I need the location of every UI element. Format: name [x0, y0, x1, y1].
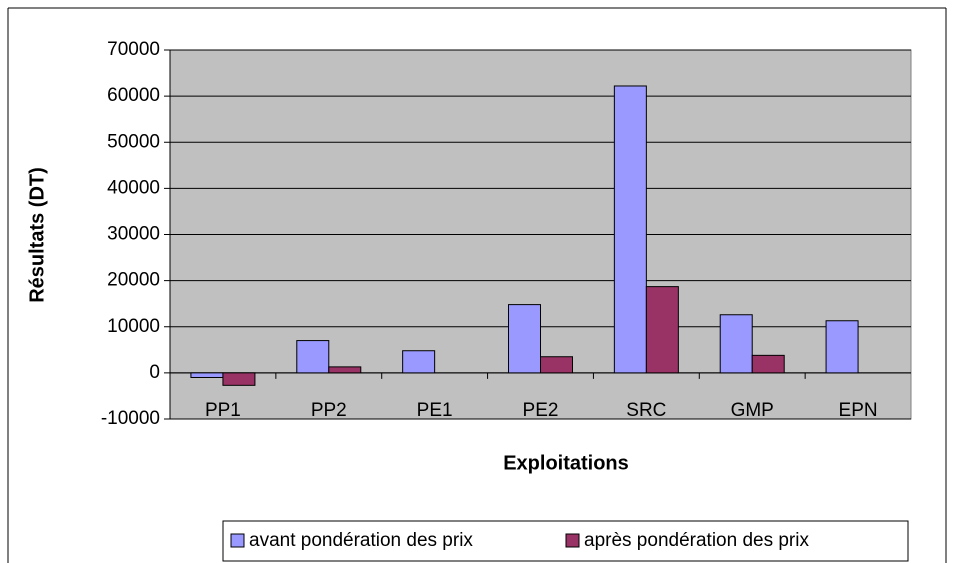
y-tick-label: 60000 — [107, 85, 160, 106]
x-tick-label: EPN — [839, 400, 878, 421]
legend-swatch — [230, 533, 245, 548]
y-tick-label: 50000 — [107, 131, 160, 152]
y-tick-label: 70000 — [107, 39, 160, 60]
bar — [613, 85, 647, 374]
bar — [645, 286, 679, 374]
bar — [825, 320, 859, 374]
x-tick-label: SRC — [626, 400, 666, 421]
bar — [222, 372, 256, 386]
bar — [402, 350, 436, 374]
y-tick-label: 40000 — [107, 177, 160, 198]
x-tick-label: GMP — [731, 400, 774, 421]
x-tick-label: PP1 — [205, 400, 241, 421]
x-tick-label: PE2 — [523, 400, 559, 421]
x-tick-label: PP2 — [311, 400, 347, 421]
bar — [328, 366, 362, 374]
y-tick-label: 0 — [149, 362, 160, 383]
bar — [540, 356, 573, 374]
bar — [296, 340, 330, 374]
y-tick-label: 30000 — [107, 224, 160, 245]
legend-label: avant pondération des prix — [249, 530, 473, 551]
y-tick-label: -10000 — [101, 408, 160, 429]
bar — [751, 354, 785, 374]
bar — [190, 372, 224, 378]
bar — [719, 314, 753, 374]
y-axis-title: Résultats (DT) — [26, 167, 48, 303]
y-tick-label: 10000 — [107, 316, 160, 337]
y-tick-label: 20000 — [107, 270, 160, 291]
bar — [508, 304, 541, 374]
x-tick-label: PE1 — [417, 400, 453, 421]
legend-swatch — [565, 533, 580, 548]
x-axis-title: Exploitations — [503, 452, 629, 474]
legend-label: après pondération des prix — [584, 530, 809, 551]
